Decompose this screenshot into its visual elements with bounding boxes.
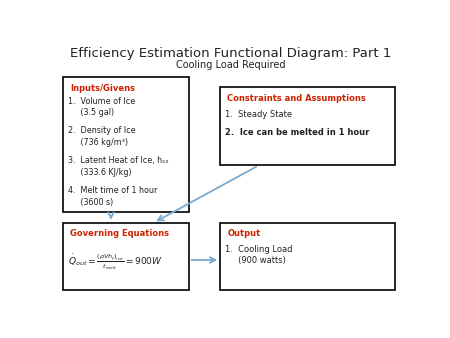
- Text: 1.  Volume of Ice
     (3.5 gal): 1. Volume of Ice (3.5 gal): [68, 97, 136, 117]
- Text: Inputs/Givens: Inputs/Givens: [70, 83, 135, 93]
- Text: Governing Equations: Governing Equations: [70, 229, 169, 238]
- FancyBboxPatch shape: [63, 77, 189, 212]
- Text: Efficiency Estimation Functional Diagram: Part 1: Efficiency Estimation Functional Diagram…: [70, 47, 392, 60]
- Text: 2.  Density of Ice
     (736 kg/m³): 2. Density of Ice (736 kg/m³): [68, 126, 136, 147]
- Text: 1.  Steady State: 1. Steady State: [225, 110, 292, 119]
- Text: 4.  Melt time of 1 hour
     (3600 s): 4. Melt time of 1 hour (3600 s): [68, 186, 158, 207]
- Text: Cooling Load Required: Cooling Load Required: [176, 60, 285, 70]
- Text: 3.  Latent Heat of Ice, hₛₓ
     (333.6 KJ/kg): 3. Latent Heat of Ice, hₛₓ (333.6 KJ/kg): [68, 156, 169, 177]
- FancyBboxPatch shape: [220, 223, 395, 290]
- FancyBboxPatch shape: [220, 88, 395, 166]
- FancyBboxPatch shape: [63, 223, 189, 290]
- Text: Constraints and Assumptions: Constraints and Assumptions: [227, 94, 366, 103]
- Text: $\dot{Q}_{out} = \frac{(\rho V h_f)_{ice}}{t_{melt}} = 900W$: $\dot{Q}_{out} = \frac{(\rho V h_f)_{ice…: [68, 253, 163, 272]
- Text: Output: Output: [227, 229, 261, 238]
- Text: 1.  Cooling Load
     (900 watts): 1. Cooling Load (900 watts): [225, 245, 293, 265]
- Text: 2.  Ice can be melted in 1 hour: 2. Ice can be melted in 1 hour: [225, 128, 370, 137]
